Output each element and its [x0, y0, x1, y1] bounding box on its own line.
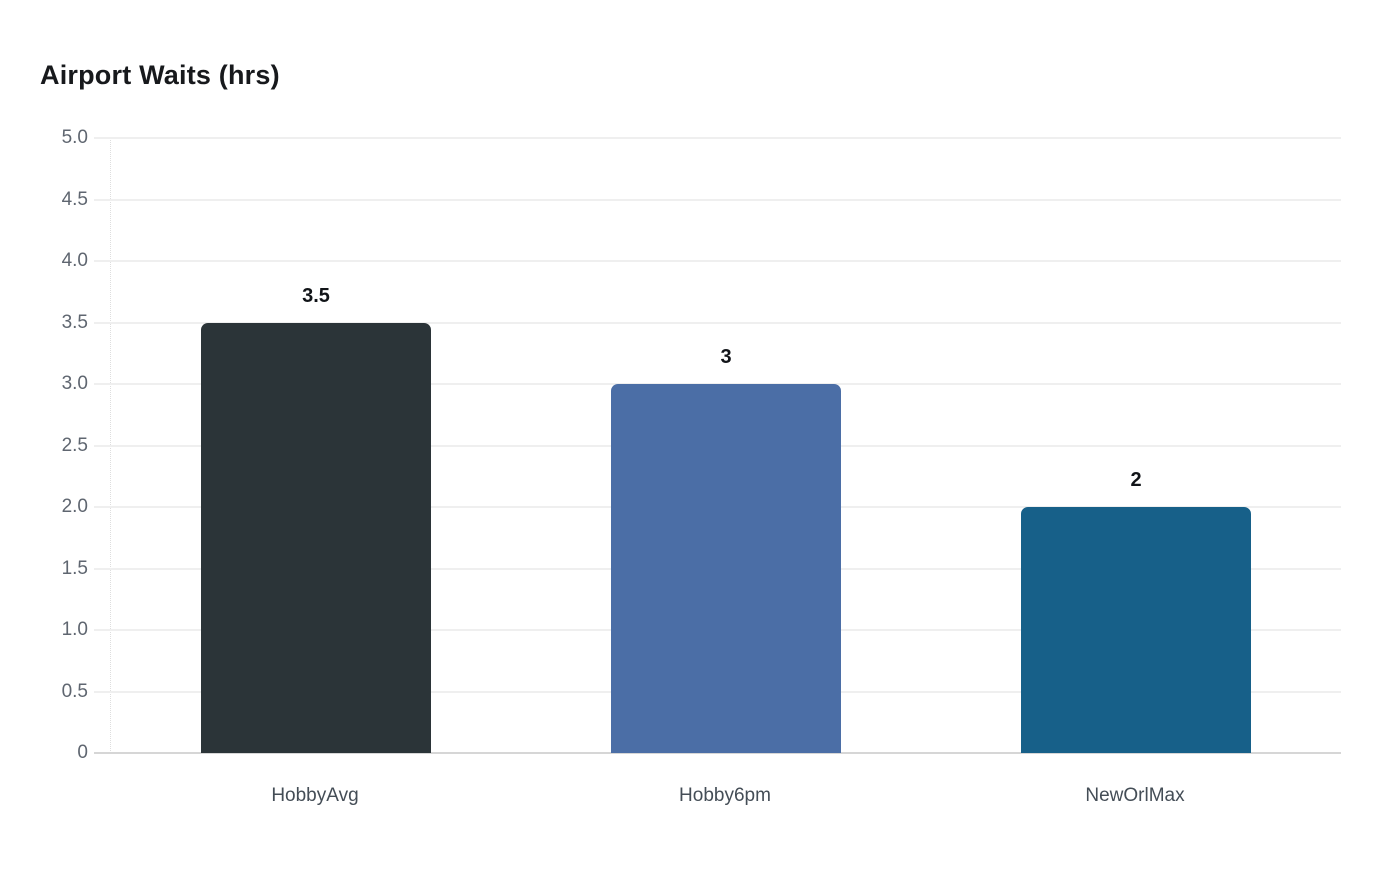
bar-value-label: 2: [1130, 469, 1142, 491]
x-tick-label: NewOrlMax: [1085, 785, 1185, 806]
bar-neworlmax[interactable]: [1021, 507, 1251, 753]
bar-hobby6pm[interactable]: [611, 384, 841, 753]
bar-value-label: 3.5: [302, 284, 330, 307]
gridline: [94, 198, 1341, 201]
y-tick-label: 4.0: [61, 250, 88, 271]
y-tick-label: 1.5: [61, 557, 88, 579]
y-tick-label: 3.0: [61, 373, 88, 394]
bar-hobbyavg[interactable]: [201, 322, 431, 753]
y-tick-label: 0.5: [61, 680, 88, 702]
x-axis-baseline: [94, 752, 1341, 754]
y-tick-label: 0: [77, 742, 88, 763]
y-tick-label: 3.5: [61, 311, 88, 333]
y-tick-label: 1.0: [61, 619, 88, 640]
y-tick-label: 5.0: [61, 127, 88, 148]
y-tick-label: 2.5: [61, 434, 88, 456]
x-tick-label: Hobby6pm: [679, 785, 771, 806]
plot-area: 3.5 3 2: [94, 137, 1341, 754]
gridline: [94, 321, 1341, 324]
bar-value-label: 3: [720, 346, 732, 368]
gridline: [94, 137, 1341, 139]
gridline: [94, 260, 1341, 262]
chart-title: Airport Waits (hrs): [40, 60, 280, 90]
y-tick-label: 2.0: [61, 496, 88, 517]
x-tick-label: HobbyAvg: [271, 785, 359, 806]
y-tick-label: 4.5: [61, 188, 88, 210]
